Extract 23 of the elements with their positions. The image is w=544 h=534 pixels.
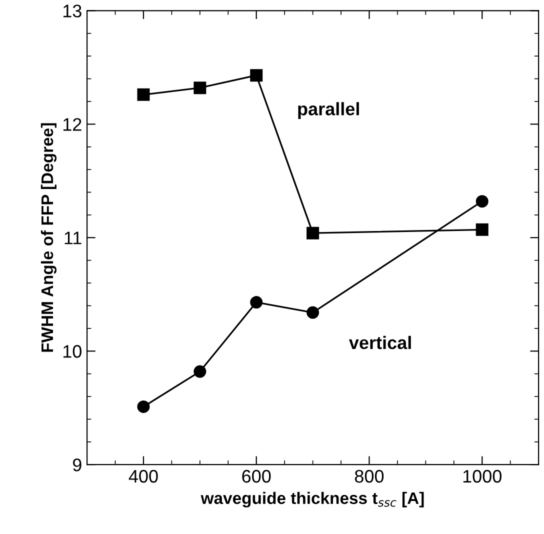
x-tick-label: 800 <box>354 470 384 483</box>
x-axis-title: waveguide thickness t$_{ssc}$ [A] <box>200 492 424 508</box>
x-tick-label: 600 <box>242 470 271 483</box>
point <box>476 195 488 208</box>
y-tick-label: 13 <box>63 4 82 18</box>
point <box>476 223 488 236</box>
point <box>250 69 263 82</box>
point <box>250 296 263 309</box>
text: vertical <box>348 336 411 350</box>
y-tick-label: 11 <box>64 232 82 244</box>
y-tick-label: 12 <box>63 118 82 131</box>
point <box>306 306 320 319</box>
point <box>194 82 206 94</box>
point <box>194 365 206 378</box>
point <box>137 88 150 101</box>
y-tick-label: 9 <box>72 458 82 472</box>
y-axis-title: FWHM Angle of FFP [Degree] <box>40 123 57 352</box>
series-label: parallel <box>298 102 359 119</box>
point <box>306 226 320 240</box>
x-tick-label: 400 <box>128 470 158 483</box>
x-tick-label: 1000 <box>463 470 502 483</box>
point <box>137 400 150 413</box>
y-tick-label: 10 <box>63 345 82 358</box>
